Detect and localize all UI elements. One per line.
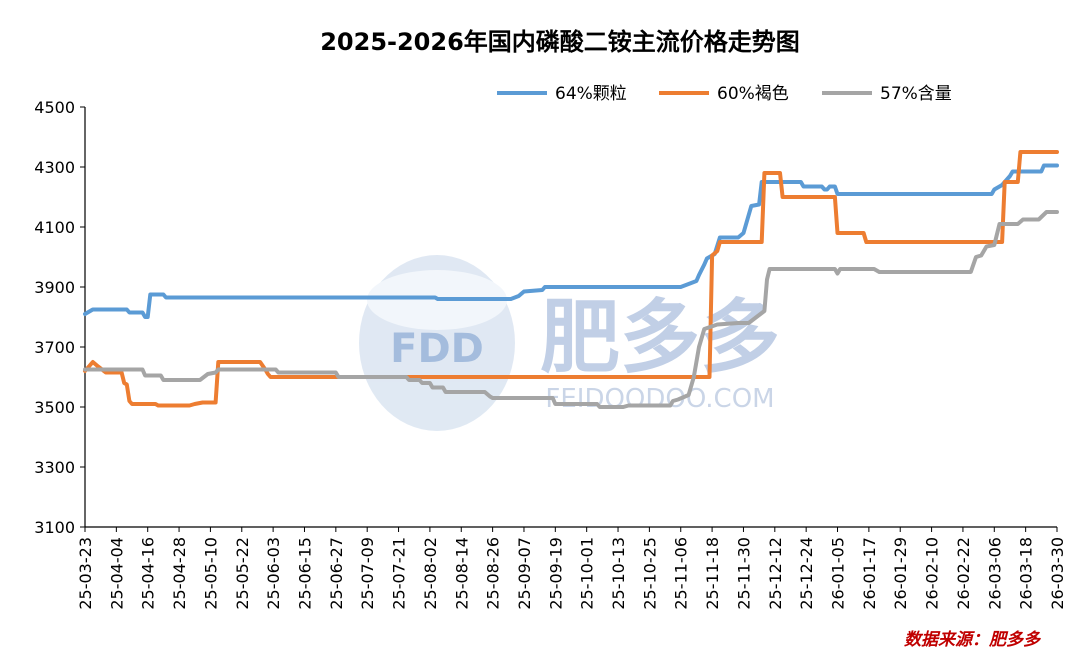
x-tick-label: 25-05-22 xyxy=(233,537,252,610)
x-tick-label: 26-01-17 xyxy=(860,537,879,610)
x-tick-label: 25-08-02 xyxy=(421,537,440,610)
x-tick-label: 25-11-06 xyxy=(672,537,691,610)
x-tick-label: 25-09-19 xyxy=(546,537,565,610)
y-tick-label: 4500 xyxy=(34,98,75,117)
source-note: 数据来源：肥多多 xyxy=(904,630,1042,650)
y-tick-label: 3700 xyxy=(34,338,75,357)
legend-label-2: 60%褐色 xyxy=(717,84,789,104)
x-tick-label: 25-07-21 xyxy=(390,537,409,610)
x-tick-label: 26-01-29 xyxy=(891,537,910,610)
series-layer xyxy=(83,150,1059,409)
x-tick-label: 25-06-15 xyxy=(295,537,314,610)
x-tick-label: 25-06-03 xyxy=(264,537,283,610)
x-tick-label: 25-04-16 xyxy=(139,537,158,610)
x-tick-label: 26-03-30 xyxy=(1048,537,1067,610)
x-tick-label: 25-08-14 xyxy=(452,537,471,610)
x-tick-label: 25-11-30 xyxy=(734,537,753,610)
x-tick-label: 25-10-13 xyxy=(609,537,628,610)
x-tick-label: 25-04-04 xyxy=(107,537,126,610)
x-tick-label: 25-12-12 xyxy=(766,537,785,610)
y-tick-label: 3100 xyxy=(34,518,75,537)
x-tick-label: 25-08-26 xyxy=(484,537,503,610)
x-tick-label: 25-11-18 xyxy=(703,537,722,610)
x-tick-label: 26-01-05 xyxy=(829,537,848,610)
watermark-site-text: FEIDOODOO.COM xyxy=(545,384,774,414)
y-tick-label: 3300 xyxy=(34,458,75,477)
x-tick-label: 25-03-23 xyxy=(76,537,95,610)
legend: 64%颗粒 60%褐色 57%含量 xyxy=(497,84,952,104)
x-tick-label: 26-03-06 xyxy=(985,537,1004,610)
y-tick-label: 4300 xyxy=(34,158,75,177)
x-tick-label: 25-05-10 xyxy=(201,537,220,610)
y-tick-label: 4100 xyxy=(34,218,75,237)
legend-label-3: 57%含量 xyxy=(880,84,952,104)
legend-label-1: 64%颗粒 xyxy=(555,84,627,104)
axes: 3100 3300 3500 3700 3900 4100 4300 4500 25-03-23… xyxy=(34,98,1067,610)
x-tick-label: 25-07-09 xyxy=(358,537,377,610)
x-tick-label: 25-09-07 xyxy=(515,537,534,610)
x-tick-label: 25-10-25 xyxy=(640,537,659,610)
series-line-3 xyxy=(83,210,1059,409)
series-line-2 xyxy=(83,150,1059,408)
watermark-logo-text: FDD xyxy=(390,326,484,372)
x-tick-label: 25-06-27 xyxy=(327,537,346,610)
x-tick-label: 26-03-18 xyxy=(1017,537,1036,610)
watermark-brand-text: 肥多多 xyxy=(540,291,780,384)
y-tick-label: 3900 xyxy=(34,278,75,297)
x-tick-label: 26-02-22 xyxy=(954,537,973,610)
x-tick-label: 26-02-10 xyxy=(923,537,942,610)
x-tick-label: 25-04-28 xyxy=(170,537,189,610)
chart-title: 2025-2026年国内磷酸二铵主流价格走势图 xyxy=(320,28,800,56)
y-tick-label: 3500 xyxy=(34,398,75,417)
x-tick-label: 25-12-24 xyxy=(797,537,816,610)
x-tick-label: 25-10-01 xyxy=(578,537,597,610)
